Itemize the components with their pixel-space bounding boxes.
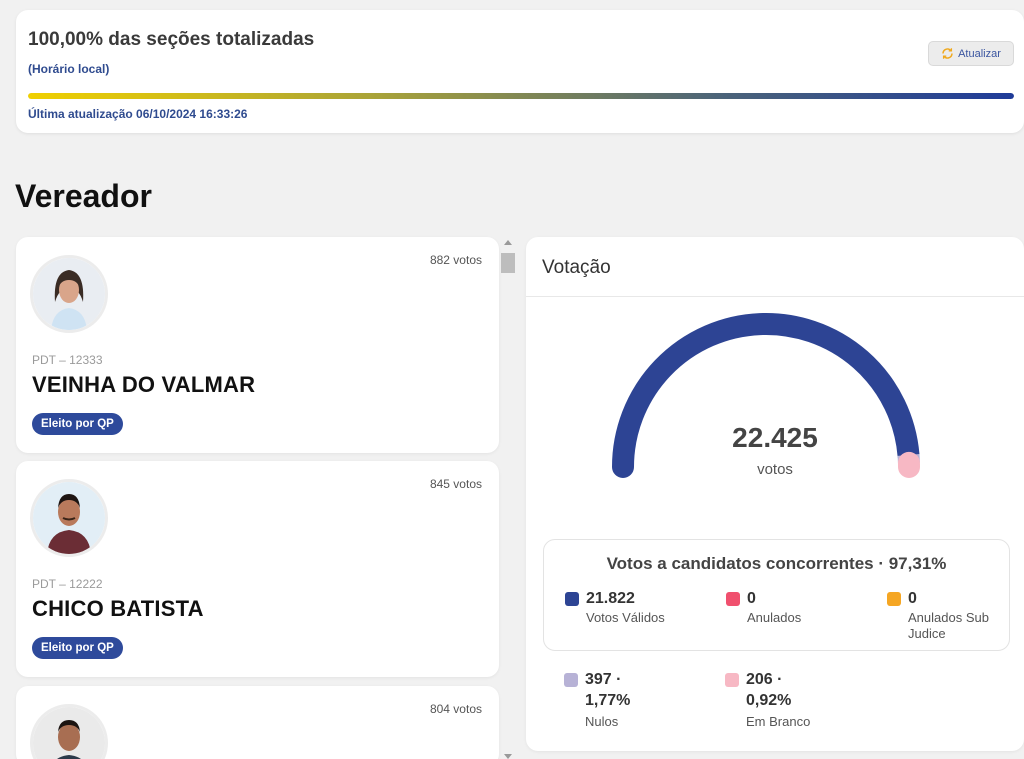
candidates-scrollbar[interactable] — [501, 237, 515, 759]
legend-value: 397 · — [585, 671, 622, 688]
legend-value: 206 · — [746, 671, 783, 688]
progress-fill — [28, 93, 1014, 99]
candidate-party-number: PDT – 12222 — [32, 577, 103, 591]
legend-label: Em Branco — [746, 714, 811, 729]
legend-swatch — [725, 673, 739, 687]
legend-percent: 0,92% — [746, 692, 792, 709]
candidate-card[interactable]: 882 votos PDT – 12333 VEINHA DO VALMAR E… — [16, 237, 499, 453]
refresh-label: Atualizar — [958, 47, 1001, 60]
scroll-down-arrow-icon[interactable] — [504, 754, 512, 759]
legend-swatch — [565, 592, 579, 606]
refresh-icon — [942, 48, 953, 59]
legend-swatch — [726, 592, 740, 606]
scroll-up-arrow-icon[interactable] — [504, 240, 512, 245]
local-time-note: (Horário local) — [28, 62, 110, 76]
candidate-card[interactable]: 845 votos PDT – 12222 CHICO BATISTA Elei… — [16, 461, 499, 677]
total-votes-unit: votos — [757, 461, 793, 478]
legend-label: Nulos — [585, 714, 619, 729]
legend-value: 21.822 — [586, 590, 635, 607]
candidate-name: VEINHA DO VALMAR — [32, 372, 256, 397]
votacao-header: Votação — [542, 257, 611, 278]
totalization-progress-bar — [28, 93, 1014, 99]
elected-badge: Eleito por QP — [32, 413, 123, 435]
candidate-card[interactable]: 804 votos — [16, 686, 499, 759]
legend-swatch — [564, 673, 578, 687]
totalization-title: 100,00% das seções totalizadas — [28, 29, 315, 50]
candidate-votes: 804 votos — [429, 702, 482, 716]
refresh-button[interactable]: Atualizar — [928, 41, 1014, 66]
vote-gauge-chart — [612, 313, 920, 478]
legend-value: 0 — [747, 590, 756, 607]
legend-swatch — [887, 592, 901, 606]
candidate-avatar — [30, 704, 108, 759]
valid-votes-summary: Votos a candidatos concorrentes · 97,31%… — [543, 539, 1010, 651]
gauge-segment-valid — [612, 313, 920, 478]
candidate-votes: 882 votos — [429, 253, 482, 267]
candidate-votes: 845 votos — [429, 477, 482, 491]
candidate-party-number: PDT – 12333 — [32, 353, 103, 367]
candidate-avatar — [30, 255, 108, 333]
divider — [526, 296, 1024, 297]
totalization-status-card: 100,00% das seções totalizadas (Horário … — [16, 10, 1024, 133]
last-update-text: Última atualização 06/10/2024 16:33:26 — [28, 107, 248, 121]
elected-badge: Eleito por QP — [32, 637, 123, 659]
candidate-name: CHICO BATISTA — [32, 596, 204, 621]
legend-value: 0 — [908, 590, 917, 607]
summary-title: Votos a candidatos concorrentes · 97,31% — [606, 554, 947, 573]
section-title: Vereador — [15, 178, 152, 214]
scrollbar-thumb[interactable] — [501, 253, 515, 273]
legend-label: Votos Válidos — [586, 610, 665, 625]
candidate-avatar — [30, 479, 108, 557]
legend-label: Anulados — [747, 610, 802, 625]
legend-label: Anulados Sub Judice — [908, 610, 989, 641]
votacao-panel: Votação 22.425 votos Votos a candidatos … — [526, 237, 1024, 751]
total-votes: 22.425 — [732, 422, 818, 453]
legend-percent: 1,77% — [585, 692, 631, 709]
